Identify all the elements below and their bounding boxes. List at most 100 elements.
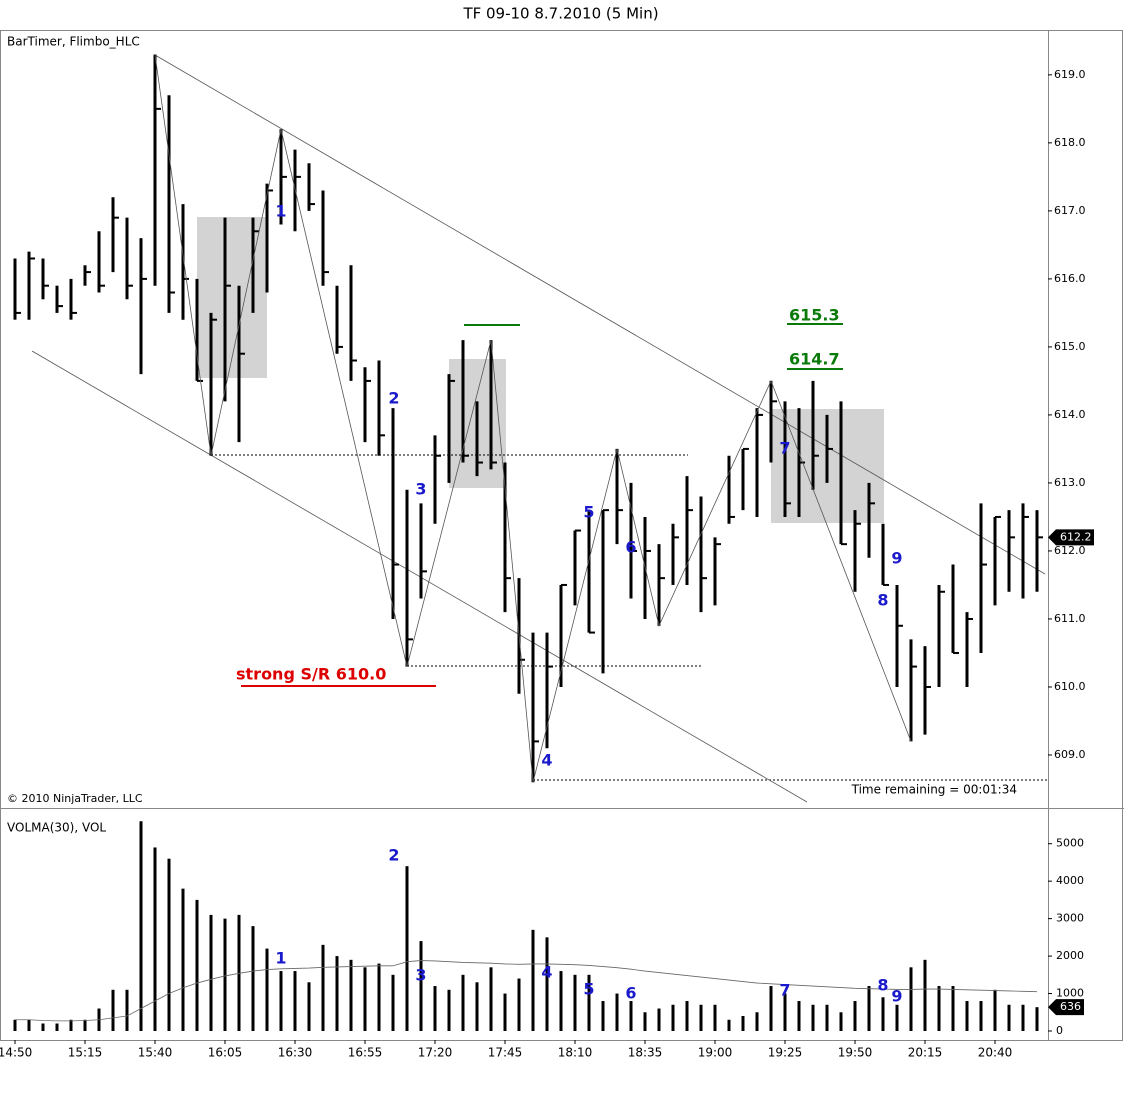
- volume-bar: [951, 986, 955, 1031]
- y-tick-label: 613.0: [1054, 476, 1086, 489]
- y-tick-label: 619.0: [1054, 68, 1086, 81]
- volume-bar: [755, 1012, 759, 1031]
- wave-label: 9: [891, 549, 902, 568]
- volume-bar: [1007, 1004, 1011, 1031]
- x-tick-label: 18:35: [628, 1046, 663, 1060]
- frame: [0, 30, 1123, 1041]
- volume-bar: [517, 978, 521, 1031]
- volume-bar: [447, 989, 451, 1031]
- volume-bar: [965, 1001, 969, 1031]
- volume-bar: [895, 1004, 899, 1031]
- y-tick-label: 617.0: [1054, 204, 1086, 217]
- volume-marker-label: 636: [1060, 1000, 1081, 1013]
- volume-bar: [979, 1001, 983, 1031]
- volume-bar: [797, 1001, 801, 1031]
- timer: Time remaining = 00:01:34: [851, 783, 1017, 797]
- volume-bar: [209, 914, 213, 1031]
- volume-bar: [69, 1019, 73, 1031]
- volume-bar: [167, 858, 171, 1031]
- volume-bar: [545, 937, 549, 1031]
- wave-label: 5: [583, 503, 594, 522]
- volume-label: VOLMA(30), VOL: [7, 821, 106, 835]
- volume-bar: [825, 1004, 829, 1031]
- wave-label: 8: [877, 591, 888, 610]
- x-tick-label: 16:30: [278, 1046, 313, 1060]
- x-tick-label: 17:20: [418, 1046, 453, 1060]
- x-tick-label: 15:40: [138, 1046, 173, 1060]
- volume-bar: [265, 948, 269, 1031]
- volume-bar: [811, 1004, 815, 1031]
- annotation: 614.7: [789, 350, 840, 369]
- volume-bar: [405, 866, 409, 1031]
- y-tick-label: 610.0: [1054, 680, 1086, 693]
- volume-bar: [769, 986, 773, 1031]
- indicator-label: BarTimer, Flimbo_HLC: [7, 35, 140, 49]
- volume-bar: [349, 959, 353, 1031]
- volume-bar: [111, 989, 115, 1031]
- range-box: [197, 217, 267, 378]
- chart-title: TF 09-10 8.7.2010 (5 Min): [462, 5, 658, 23]
- volume-bar: [433, 986, 437, 1031]
- volume-bar: [993, 989, 997, 1031]
- volume-bar: [531, 929, 535, 1031]
- x-tick-label: 14:50: [0, 1046, 32, 1060]
- volume-bar: [643, 1012, 647, 1031]
- wave-label: 4: [541, 751, 552, 770]
- y-tick-label: 618.0: [1054, 136, 1086, 149]
- x-tick-label: 15:15: [68, 1046, 103, 1060]
- volume-bar: [83, 1019, 87, 1031]
- wave-label: 3: [415, 480, 426, 499]
- zigzag: [154, 54, 912, 783]
- volume-bar: [1021, 1004, 1025, 1031]
- x-tick-label: 17:45: [488, 1046, 523, 1060]
- wave-label: 1: [275, 949, 286, 968]
- volume-bar: [741, 1016, 745, 1031]
- y-tick-label: 612.0: [1054, 544, 1086, 557]
- trendline: [154, 54, 1046, 575]
- wave-label: 7: [779, 439, 790, 458]
- price-marker-label: 612.2: [1060, 530, 1092, 543]
- volume-bar: [657, 1008, 661, 1031]
- y-tick-label: 614.0: [1054, 408, 1086, 421]
- volume-bar: [699, 1004, 703, 1031]
- volume-bar: [125, 989, 129, 1031]
- wave-label: 9: [891, 987, 902, 1006]
- x-tick-label: 20:40: [978, 1046, 1013, 1060]
- volume-bar: [419, 941, 423, 1031]
- volume-bar: [279, 971, 283, 1031]
- x-tick-label: 16:55: [348, 1046, 383, 1060]
- volume-bar: [293, 971, 297, 1031]
- volume-bar: [615, 993, 619, 1031]
- volume-bar: [573, 974, 577, 1031]
- y-tick-label: 609.0: [1054, 748, 1086, 761]
- volume-bar: [335, 956, 339, 1031]
- volume-bar: [923, 959, 927, 1031]
- y-tick-label: 611.0: [1054, 612, 1086, 625]
- volume-bar: [881, 997, 885, 1031]
- volume-bar: [1035, 1007, 1039, 1031]
- volume-bar: [181, 888, 185, 1031]
- volume-bar: [251, 926, 255, 1031]
- volume-bar: [587, 974, 591, 1031]
- volume-bar: [783, 993, 787, 1031]
- x-tick-label: 19:50: [838, 1046, 873, 1060]
- volume-bar: [559, 971, 563, 1031]
- volume-bar: [503, 993, 507, 1031]
- x-tick-label: 19:25: [768, 1046, 803, 1060]
- volume-marker: [1048, 999, 1084, 1016]
- volume-bar: [853, 1001, 857, 1031]
- volume-bar: [671, 1004, 675, 1031]
- volma-line: [15, 960, 1038, 1022]
- y-tick-label: 615.0: [1054, 340, 1086, 353]
- volume-bar: [41, 1023, 45, 1031]
- y-tick-label: 616.0: [1054, 272, 1086, 285]
- volume-bar: [867, 986, 871, 1031]
- y-tick-label: 1000: [1056, 987, 1084, 1000]
- volume-bar: [727, 1019, 731, 1031]
- wave-label: 3: [415, 966, 426, 985]
- x-tick-label: 20:15: [908, 1046, 943, 1060]
- volume-bar: [27, 1019, 31, 1031]
- volume-bar: [223, 918, 227, 1031]
